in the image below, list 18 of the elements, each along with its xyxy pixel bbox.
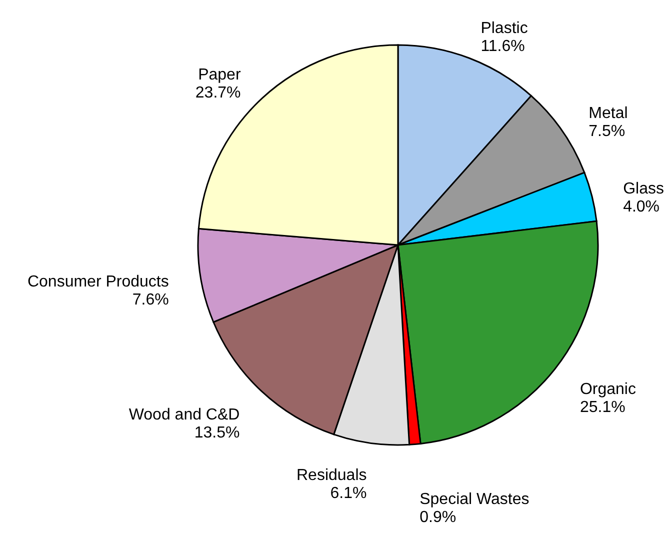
data-label: 25.1% <box>580 398 626 416</box>
slice-label: Glass <box>623 180 664 198</box>
slice-label: Consumer Products <box>27 273 169 290</box>
slice-label: Organic <box>580 380 636 398</box>
slice-label: Residuals <box>296 466 367 484</box>
slice-label: Plastic <box>480 20 528 38</box>
data-label: 0.9% <box>420 509 456 526</box>
slice-label: Metal <box>588 104 628 122</box>
data-label: 6.1% <box>330 484 367 502</box>
data-label: 7.6% <box>132 291 169 308</box>
data-label: 4.0% <box>623 198 660 216</box>
slice-label: Paper <box>198 66 242 84</box>
slice-label: Special Wastes <box>420 491 530 508</box>
slice-label: Wood and C&D <box>128 406 240 424</box>
data-label: 23.7% <box>195 84 241 102</box>
data-label: 7.5% <box>588 122 626 140</box>
data-label: 11.6% <box>480 38 525 56</box>
data-label: 13.5% <box>194 424 240 442</box>
